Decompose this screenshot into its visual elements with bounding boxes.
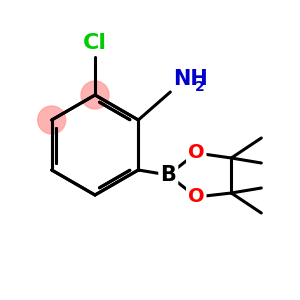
Text: NH: NH <box>173 69 208 89</box>
Text: Cl: Cl <box>83 33 107 53</box>
Text: O: O <box>188 143 205 163</box>
Text: O: O <box>188 188 205 206</box>
Circle shape <box>81 81 109 109</box>
Circle shape <box>38 106 66 134</box>
Text: B: B <box>160 165 176 185</box>
Text: 2: 2 <box>195 80 205 94</box>
